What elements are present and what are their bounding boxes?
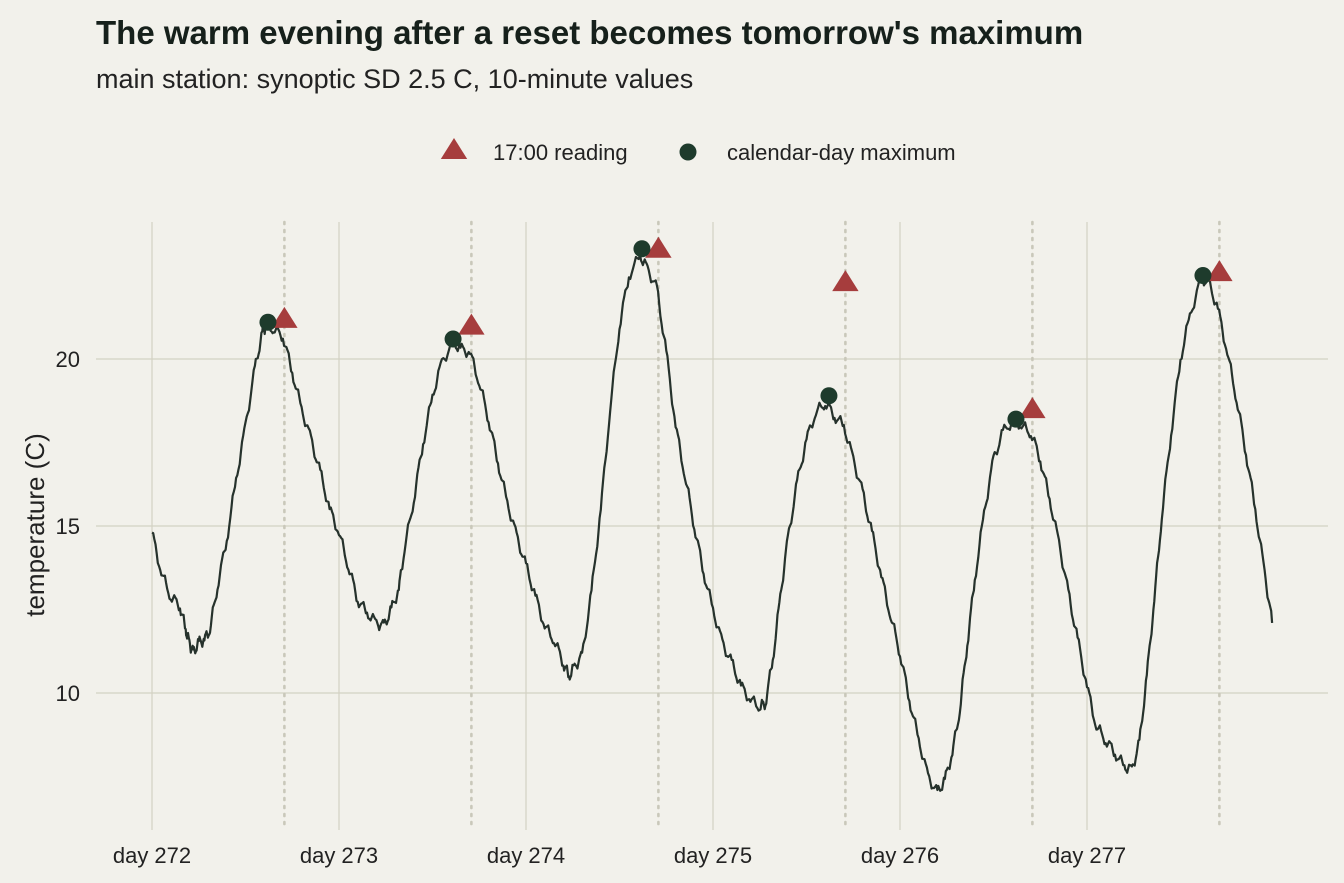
- chart-subtitle: main station: synoptic SD 2.5 C, 10-minu…: [96, 64, 694, 94]
- marker-17h-reading: [832, 270, 859, 292]
- y-tick-label: 20: [56, 347, 80, 372]
- marker-17h-reading: [1206, 260, 1233, 282]
- x-tick-label: day 273: [300, 843, 378, 868]
- legend-triangle-icon: [440, 138, 468, 159]
- x-tick-label: day 274: [487, 843, 565, 868]
- temperature-line-layer: [151, 253, 1274, 792]
- legend-circle-icon: [679, 143, 697, 161]
- legend: 17:00 reading calendar-day maximum: [440, 138, 956, 165]
- x-tick-label: day 275: [674, 843, 752, 868]
- grid: [96, 222, 1328, 830]
- marker-17h-reading: [458, 313, 485, 335]
- marker-daily-maximum: [633, 240, 651, 258]
- legend-label-maximum: calendar-day maximum: [727, 140, 956, 165]
- x-tick-label: day 277: [1048, 843, 1126, 868]
- y-tick-label: 10: [56, 681, 80, 706]
- y-axis-title: temperature (C): [20, 433, 50, 617]
- tick-labels: day 272 day 273 day 274 day 275 day 276 day 2…: [56, 347, 1127, 868]
- marker-17h-reading: [645, 236, 672, 258]
- legend-label-17h: 17:00 reading: [493, 140, 628, 165]
- reference-lines: [283, 220, 1221, 832]
- marker-daily-maximum: [444, 330, 462, 348]
- marker-17h-reading: [271, 306, 298, 328]
- x-tick-label: day 276: [861, 843, 939, 868]
- marker-daily-maximum: [1007, 410, 1025, 428]
- y-tick-label: 15: [56, 514, 80, 539]
- marker-17h-reading: [1019, 397, 1046, 419]
- marker-daily-maximum: [1194, 267, 1212, 284]
- markers: [259, 236, 1233, 428]
- chart-title: The warm evening after a reset becomes t…: [96, 14, 1084, 51]
- marker-daily-maximum: [820, 387, 838, 405]
- marker-daily-maximum: [259, 313, 277, 331]
- temperature-line: [151, 253, 1274, 792]
- x-tick-label: day 272: [113, 843, 191, 868]
